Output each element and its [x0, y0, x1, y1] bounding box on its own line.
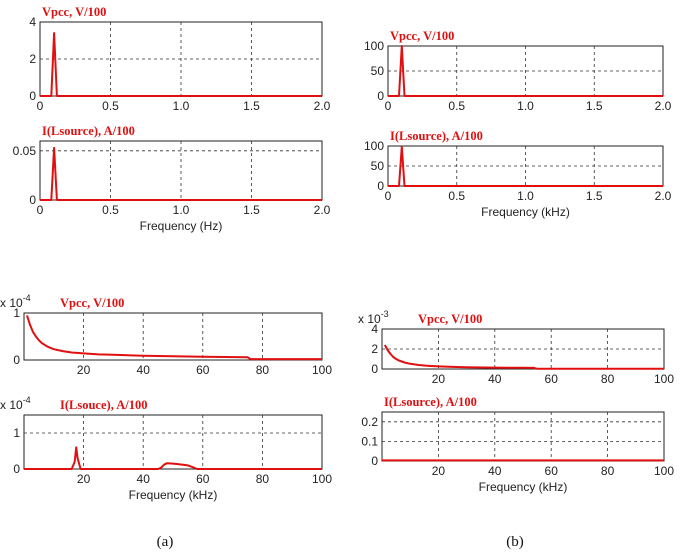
x-tick-label: 1.0 [173, 203, 190, 217]
x-tick-label: 20 [77, 472, 91, 486]
y-tick-label: 0.2 [361, 415, 378, 429]
y-tick-label: 4 [29, 15, 36, 29]
x-tick-label: 0.5 [102, 203, 119, 217]
x-tick-label: 20 [432, 372, 446, 386]
y-tick-label: 0 [377, 89, 384, 103]
y-tick-label: 100 [364, 139, 384, 153]
plot-title: I(Lsource), A/100 [390, 129, 483, 143]
x-tick-label: 60 [545, 372, 559, 386]
y-tick-label: 0 [13, 353, 20, 367]
x-tick-label: 2.0 [655, 189, 672, 203]
x-tick-label: 100 [654, 372, 674, 386]
x-tick-label: 100 [312, 472, 332, 486]
exponent-label: x 10-4 [0, 293, 31, 310]
y-tick-label: 2 [371, 342, 378, 356]
x-axis-label: Frequency (kHz) [479, 480, 568, 494]
x-tick-label: 20 [77, 363, 91, 377]
x-tick-label: 0.5 [448, 99, 465, 113]
y-tick-label: 0.05 [13, 144, 37, 158]
y-tick-label: 0 [377, 179, 384, 193]
x-tick-label: 0 [385, 99, 392, 113]
x-tick-label: 0.5 [102, 99, 119, 113]
x-tick-label: 1.0 [517, 189, 534, 203]
x-tick-label: 2.0 [314, 99, 331, 113]
series-line [383, 344, 664, 370]
x-tick-label: 1.5 [243, 203, 260, 217]
y-tick-label: 50 [371, 64, 385, 78]
series-line [40, 146, 322, 201]
x-tick-label: 60 [196, 363, 210, 377]
y-tick-label: 1 [13, 306, 20, 320]
series-line [40, 32, 322, 97]
y-tick-label: 4 [371, 322, 378, 336]
x-tick-label: 0.5 [448, 189, 465, 203]
y-tick-label: 0 [13, 462, 20, 476]
x-tick-label: 60 [545, 464, 559, 478]
x-tick-label: 100 [654, 464, 674, 478]
plot-title: Vpcc, V/100 [42, 5, 106, 19]
x-tick-label: 40 [137, 472, 151, 486]
x-tick-label: 40 [488, 372, 502, 386]
x-tick-label: 80 [601, 372, 615, 386]
x-axis-label: Frequency (kHz) [129, 488, 218, 502]
x-tick-label: 40 [488, 464, 502, 478]
x-tick-label: 60 [196, 472, 210, 486]
y-tick-label: 100 [364, 39, 384, 53]
y-tick-label: 0.1 [361, 434, 378, 448]
y-tick-label: 0 [29, 89, 36, 103]
plot-title: Vpcc, V/100 [418, 312, 482, 326]
x-tick-label: 1.5 [586, 189, 603, 203]
caption-b: (b) [506, 534, 524, 550]
series-line [26, 315, 322, 361]
plot-title: I(Lsource), A/100 [42, 124, 135, 138]
x-tick-label: 2.0 [314, 203, 331, 217]
x-tick-label: 80 [256, 472, 270, 486]
plot-title: Vpcc, V/100 [60, 296, 124, 310]
exponent-label: x 10-3 [358, 309, 389, 326]
series-line [388, 145, 663, 187]
x-tick-label: 1.5 [586, 99, 603, 113]
y-tick-label: 0 [371, 362, 378, 376]
x-tick-label: 0 [37, 99, 44, 113]
x-axis-label: Frequency (kHz) [481, 205, 570, 219]
caption-a: (a) [157, 534, 174, 550]
plot-frame [23, 414, 323, 470]
x-tick-label: 100 [312, 363, 332, 377]
x-tick-label: 1.0 [517, 99, 534, 113]
x-tick-label: 40 [137, 363, 151, 377]
series-line [388, 45, 663, 97]
x-tick-label: 80 [256, 363, 270, 377]
series-line [24, 446, 322, 470]
y-tick-label: 0 [29, 193, 36, 207]
exponent-label: x 10-4 [0, 395, 31, 412]
y-tick-label: 1 [13, 426, 20, 440]
plot-title: I(Lsouce), A/100 [60, 398, 148, 412]
y-tick-label: 0 [371, 454, 378, 468]
x-tick-label: 1.5 [243, 99, 260, 113]
x-tick-label: 1.0 [173, 99, 190, 113]
plot-title: I(Lsource), A/100 [384, 395, 477, 409]
plot-frame [381, 411, 665, 462]
x-tick-label: 0 [37, 203, 44, 217]
y-tick-label: 2 [29, 52, 36, 66]
x-axis-label: Frequency (Hz) [140, 219, 223, 233]
y-tick-label: 50 [371, 159, 385, 173]
plot-title: Vpcc, V/100 [390, 29, 454, 43]
x-tick-label: 2.0 [655, 99, 672, 113]
x-tick-label: 80 [601, 464, 615, 478]
x-tick-label: 20 [432, 464, 446, 478]
x-tick-label: 0 [385, 189, 392, 203]
